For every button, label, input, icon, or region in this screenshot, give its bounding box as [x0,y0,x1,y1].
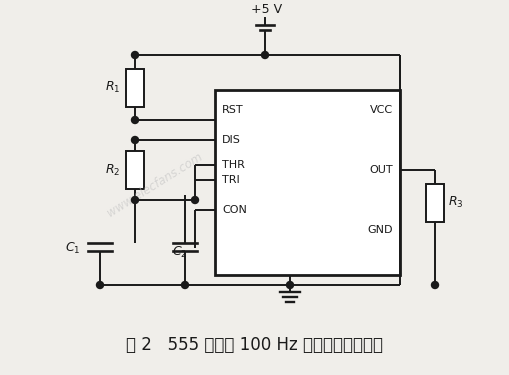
Text: DIS: DIS [221,135,240,145]
Text: VCC: VCC [369,105,392,115]
Text: www.elecfans.com: www.elecfans.com [105,150,205,220]
Bar [425,183,443,222]
Circle shape [181,282,188,288]
Circle shape [131,136,138,144]
Bar [126,151,144,189]
Bar [215,90,399,275]
Text: TRI: TRI [221,175,239,185]
Text: 图 2   555 构成的 100 Hz 多谐振荡器原理图: 图 2 555 构成的 100 Hz 多谐振荡器原理图 [126,336,383,354]
Circle shape [261,51,268,58]
Text: $C_2$: $C_2$ [172,245,187,260]
Circle shape [131,196,138,204]
Circle shape [131,51,138,58]
Circle shape [191,196,198,204]
Text: RST: RST [221,105,243,115]
Text: CON: CON [221,205,246,215]
Circle shape [131,117,138,123]
Bar [126,69,144,106]
Text: GND: GND [367,225,392,235]
Circle shape [96,282,103,288]
Text: $R_3$: $R_3$ [447,195,463,210]
Text: $R_1$: $R_1$ [104,80,120,95]
Text: $R_2$: $R_2$ [104,162,120,177]
Circle shape [431,282,438,288]
Text: OUT: OUT [369,165,392,175]
Circle shape [286,282,293,288]
Text: $C_1$: $C_1$ [65,240,80,255]
Text: +5 V: +5 V [251,3,282,16]
Text: THR: THR [221,160,244,170]
